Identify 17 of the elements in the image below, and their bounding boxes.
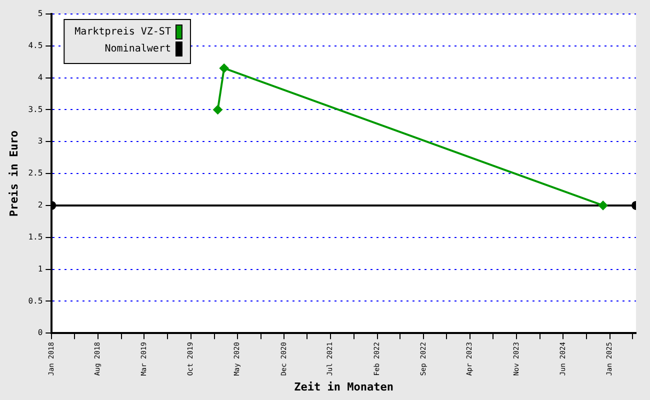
y-tick-label: 4 [38, 72, 43, 82]
y-tick-label: 4.5 [28, 40, 43, 50]
y-tick-label: 0 [38, 328, 43, 338]
point [220, 64, 229, 73]
y-tick-label: 0.5 [28, 296, 43, 306]
x-axis-title: Zeit in Monaten [294, 380, 394, 394]
y-tick-label: 1 [38, 264, 43, 274]
y-tick-label: 3.5 [28, 104, 43, 114]
legend-label: Nominalwert [104, 44, 171, 55]
y-tick-label: 5 [38, 9, 43, 18]
y-tick-label: 3 [38, 136, 43, 146]
point [213, 105, 222, 114]
y-tick-label: 1.5 [28, 232, 43, 242]
y-tick-label: 2.5 [28, 168, 43, 178]
y-axis-title: Preis in Euro [7, 130, 20, 217]
y-tick-label: 2 [38, 200, 43, 210]
legend-label: Marktpreis VZ-ST [74, 26, 171, 38]
